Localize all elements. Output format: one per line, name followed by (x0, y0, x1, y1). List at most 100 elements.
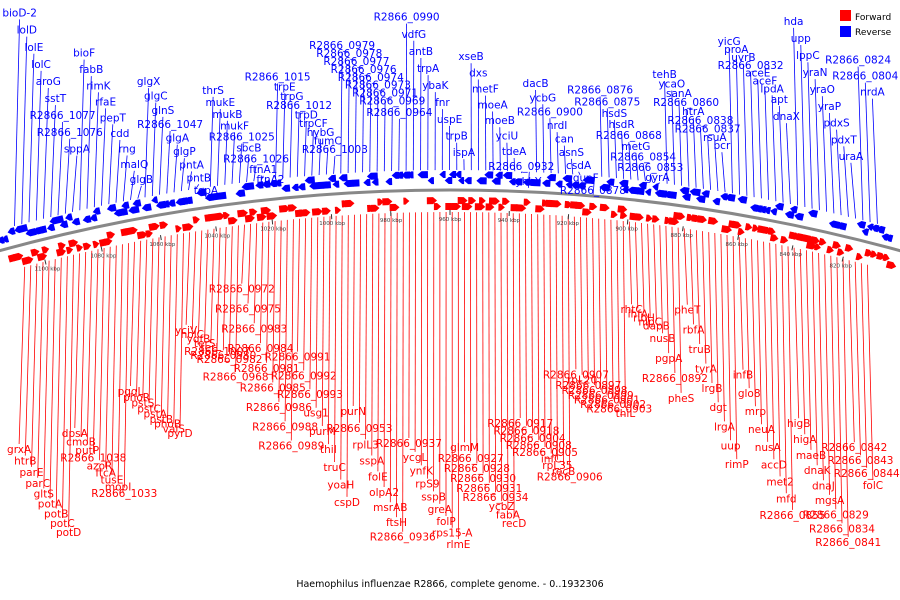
forward-gene-arrow (302, 209, 311, 217)
forward-gene-arrow (882, 253, 890, 262)
forward-leader-line (744, 238, 750, 389)
forward-gene-label: R2866_0892 (642, 373, 708, 385)
forward-gene-arrow (737, 227, 745, 236)
reverse-gene-label: mukB (212, 109, 242, 121)
reverse-leader-line (872, 98, 878, 224)
reverse-gene-arrow (37, 225, 48, 234)
reverse-leader-line (513, 157, 516, 172)
reverse-leader-line (340, 51, 343, 174)
forward-leader-line (272, 221, 276, 383)
forward-gene-arrow (129, 226, 138, 235)
reverse-gene-label: trpE (274, 81, 296, 93)
forward-leader-line (628, 221, 632, 305)
reverse-leader-line (664, 81, 668, 184)
forward-gene-label: R2866_0842 (821, 442, 887, 454)
forward-gene-label: R2866_0981 (234, 363, 300, 375)
forward-gene-label: ftcA (95, 468, 116, 480)
forward-gene-arrow (832, 241, 841, 249)
forward-leader-line (260, 222, 264, 344)
reverse-gene-arrow (255, 181, 264, 189)
reverse-gene-label: glgB (130, 174, 153, 186)
forward-leader-line (111, 245, 117, 475)
forward-gene-arrow (780, 235, 789, 244)
forward-gene-label: R2866_0988 (252, 421, 318, 433)
reverse-gene-arrow (163, 200, 170, 208)
forward-leader-line (781, 245, 787, 494)
reverse-gene-label: mukF (220, 120, 249, 132)
reverse-leader-line (556, 132, 559, 174)
reverse-gene-label: R2866_1012 (266, 100, 332, 112)
reverse-gene-label: bcr (714, 140, 731, 152)
scale-tick-label: 860 kbp (725, 242, 748, 248)
forward-gene-arrow (697, 215, 707, 223)
forward-leader-line (117, 244, 123, 482)
forward-gene-arrow (864, 248, 873, 257)
forward-gene-label: R2866_0903 (586, 404, 652, 416)
reverse-leader-line (829, 112, 835, 214)
reverse-gene-arrow (667, 191, 677, 199)
reverse-leader-line (499, 127, 501, 171)
reverse-leader-line (398, 118, 400, 171)
reverse-gene-arrow (712, 197, 721, 206)
reverse-gene-label: htrA (682, 106, 705, 118)
reverse-gene-arrow (401, 171, 411, 179)
forward-leader-line (799, 248, 806, 435)
forward-gene-arrow (751, 224, 760, 232)
forward-gene-label: glmM (450, 442, 479, 454)
forward-gene-arrow (152, 222, 160, 231)
reverse-gene-label: R2866_0854 (610, 152, 676, 164)
forward-leader-line (806, 250, 812, 450)
reverse-gene-arrow (106, 203, 117, 212)
reverse-gene-label: ybaK (422, 80, 449, 92)
reverse-leader-line (35, 70, 42, 221)
forward-leader-line (653, 224, 657, 321)
reverse-gene-arrow (484, 171, 494, 179)
reverse-gene-label: R2866_0979 (309, 40, 375, 52)
forward-gene-arrow (836, 248, 845, 256)
forward-gene-label: R2866_0991 (265, 352, 331, 364)
forward-leader-line (598, 218, 602, 390)
forward-gene-arrow (599, 203, 610, 212)
forward-gene-label: htrB (14, 456, 36, 468)
reverse-leader-line (864, 82, 871, 223)
forward-leader-line (824, 254, 830, 495)
forward-gene-label: R2866_0898 (562, 385, 628, 397)
reverse-gene-arrow (808, 209, 818, 218)
forward-gene-label: mrp (745, 406, 767, 418)
reverse-leader-line (72, 155, 78, 212)
forward-gene-arrow (523, 198, 531, 206)
forward-gene-label: pstS (131, 398, 154, 410)
reverse-gene-label: R2866_0964 (366, 107, 432, 119)
forward-gene-label: ihfA (628, 308, 649, 320)
reverse-gene-label: R2866_0976 (331, 64, 397, 76)
reverse-gene-label: ispA (453, 147, 476, 159)
forward-gene-arrow (68, 239, 79, 248)
forward-gene-label: mfd (776, 493, 797, 505)
reverse-gene-label: R2866_1047 (137, 119, 203, 131)
forward-gene-label: R2866_0992 (271, 371, 337, 383)
forward-leader-line (191, 231, 197, 330)
reverse-gene-label: sanA (666, 88, 693, 100)
reverse-gene-label: queF (573, 173, 599, 185)
reverse-leader-line (821, 96, 827, 212)
forward-leader-line (278, 220, 282, 402)
reverse-gene-arrow (633, 187, 645, 196)
forward-gene-arrow (30, 248, 40, 257)
reverse-gene-label: R2866_0971 (352, 88, 418, 100)
forward-leader-line (592, 218, 595, 386)
genome-backbone-arc (0, 188, 900, 253)
forward-gene-arrow (377, 198, 384, 206)
reverse-gene-arrow (332, 180, 340, 188)
forward-gene-arrow (213, 212, 225, 221)
scale-tick-label: 1040 kbp (204, 233, 230, 239)
forward-gene-label: R2866_0918 (493, 426, 559, 438)
reverse-gene-label: fumC (314, 136, 342, 148)
reverse-gene-arrow (763, 206, 771, 215)
forward-leader-line (635, 222, 639, 309)
reverse-leader-line (253, 165, 257, 182)
forward-gene-label: ycgL (403, 452, 428, 464)
reverse-gene-arrow (542, 179, 551, 187)
reverse-gene-label: ycaO (658, 79, 685, 91)
forward-gene-label: uup (721, 440, 741, 452)
reverse-gene-arrow (491, 177, 501, 185)
